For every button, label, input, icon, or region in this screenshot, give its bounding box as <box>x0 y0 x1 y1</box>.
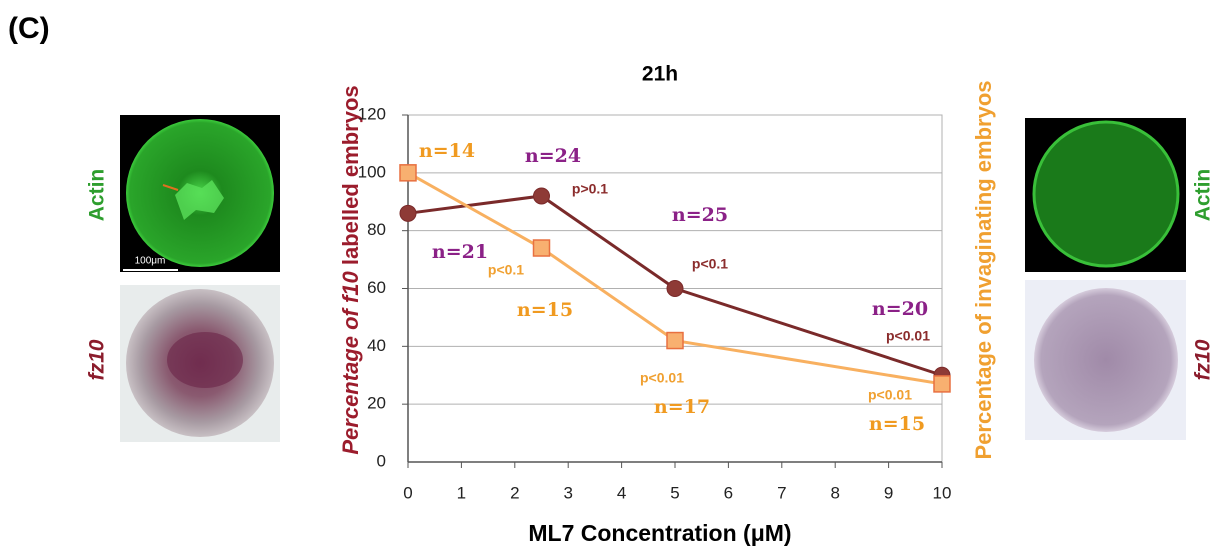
panel-label: (C) <box>8 12 50 45</box>
embryo-edge <box>1032 120 1180 268</box>
p-label: p<0.01 <box>640 370 684 386</box>
x-tick-label: 4 <box>617 483 626 502</box>
series-line <box>407 194 943 377</box>
marker <box>933 375 951 393</box>
p-label: p<0.01 <box>868 387 912 403</box>
embryo-detail <box>167 332 243 388</box>
y-tick-label: 100 <box>358 162 386 181</box>
marker <box>666 331 684 350</box>
y-tick-label: 20 <box>367 394 386 413</box>
n-label: n=21 <box>432 241 488 263</box>
x-tick-label: 8 <box>830 483 839 502</box>
x-tick-label: 5 <box>670 483 679 502</box>
y-axis-label-part: f10 <box>338 270 363 303</box>
n-label: n=15 <box>869 413 925 435</box>
embryo <box>1034 122 1178 266</box>
n-label: n=14 <box>419 140 475 162</box>
embryo <box>1034 288 1178 432</box>
image-label: Actin <box>86 169 109 222</box>
image-label: Actin <box>1192 169 1215 222</box>
x-tick-label: 7 <box>777 483 786 502</box>
y-tick-label: 80 <box>367 220 386 239</box>
marker <box>399 164 417 182</box>
y-tick-label: 120 <box>358 104 386 123</box>
n-label: n=25 <box>672 204 728 226</box>
y-tick-label: 40 <box>367 336 386 355</box>
y-axis-label: Percentage of f10 labelled embryos <box>338 85 363 454</box>
marker <box>533 187 550 205</box>
n-label: n=17 <box>654 396 710 418</box>
p-label: p<0.01 <box>886 328 930 344</box>
arrow <box>162 184 179 191</box>
image-label: fz10 <box>86 339 109 380</box>
y-tick-label: 0 <box>377 451 386 470</box>
x-tick-label: 3 <box>563 483 572 502</box>
x-tick-label: 9 <box>884 483 893 502</box>
series-line <box>407 171 943 386</box>
chart-title: 21h <box>642 63 678 86</box>
n-label: n=24 <box>525 145 581 167</box>
y-axis-label-part: labelled embryos <box>338 85 363 265</box>
embryo-detail <box>175 180 224 220</box>
y-axis-label-part: Percentage of <box>338 306 363 454</box>
x-tick-label: 0 <box>403 483 412 502</box>
marker <box>666 280 684 297</box>
x-axis-label: ML7 Concentration (μM) <box>528 520 791 546</box>
p-label: p>0.1 <box>572 181 608 197</box>
y2-axis-label: Percentage of invaginating embryos <box>971 81 996 460</box>
image-label: fz10 <box>1192 339 1215 380</box>
n-label: n=20 <box>872 298 928 320</box>
scale-bar-label: 100μm <box>135 256 166 267</box>
x-tick-label: 10 <box>933 483 952 502</box>
marker <box>399 204 417 222</box>
marker <box>532 239 551 257</box>
y-tick-label: 60 <box>367 278 386 297</box>
p-label: p<0.1 <box>488 262 524 278</box>
x-tick-label: 6 <box>724 483 733 502</box>
p-label: p<0.1 <box>692 256 728 272</box>
n-label: n=15 <box>517 299 573 321</box>
x-tick-label: 2 <box>510 483 519 502</box>
x-tick-label: 1 <box>457 483 466 502</box>
